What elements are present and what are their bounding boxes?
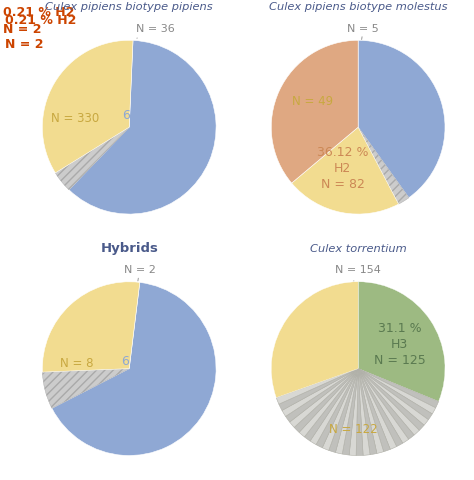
Wedge shape xyxy=(342,369,358,455)
Wedge shape xyxy=(358,369,397,449)
Wedge shape xyxy=(358,369,409,443)
Wedge shape xyxy=(358,369,383,454)
Wedge shape xyxy=(292,127,399,214)
Text: N = 2: N = 2 xyxy=(5,38,43,51)
Wedge shape xyxy=(285,369,358,422)
Text: N = 49: N = 49 xyxy=(292,95,334,108)
Wedge shape xyxy=(271,282,358,397)
Text: 31.1 %
H3
N = 125: 31.1 % H3 N = 125 xyxy=(374,322,426,367)
Text: 65.52 %
H1
N = 19: 65.52 % H1 N = 19 xyxy=(122,355,174,400)
Wedge shape xyxy=(299,369,358,437)
Wedge shape xyxy=(52,282,216,456)
Title: Culex pipiens biotype molestus: Culex pipiens biotype molestus xyxy=(269,2,447,12)
Wedge shape xyxy=(358,369,428,425)
Wedge shape xyxy=(42,369,129,408)
Title: Culex pipiens biotype pipiens: Culex pipiens biotype pipiens xyxy=(46,2,213,12)
Wedge shape xyxy=(358,369,390,452)
Wedge shape xyxy=(322,369,358,450)
Wedge shape xyxy=(358,369,438,408)
Wedge shape xyxy=(358,282,445,401)
Wedge shape xyxy=(294,369,358,432)
Wedge shape xyxy=(68,127,129,190)
Text: 61.51 %
H1
N = 588: 61.51 % H1 N = 588 xyxy=(122,109,174,154)
Wedge shape xyxy=(271,40,358,183)
Wedge shape xyxy=(290,369,358,427)
Text: N = 8: N = 8 xyxy=(60,357,94,370)
Wedge shape xyxy=(358,369,419,435)
Wedge shape xyxy=(42,282,140,372)
Wedge shape xyxy=(304,369,358,441)
Text: N = 5: N = 5 xyxy=(347,24,379,39)
Text: N = 154: N = 154 xyxy=(335,265,381,281)
Wedge shape xyxy=(329,369,358,453)
Title: Culex torrentium: Culex torrentium xyxy=(310,244,407,254)
Text: N = 122: N = 122 xyxy=(329,423,378,436)
Wedge shape xyxy=(55,127,129,189)
Wedge shape xyxy=(279,369,358,410)
Text: N = 330: N = 330 xyxy=(51,112,100,125)
Text: 36.12 %
H2
N = 82: 36.12 % H2 N = 82 xyxy=(317,146,368,192)
Wedge shape xyxy=(358,369,377,455)
Text: 40.09 %
H1
N = 91: 40.09 % H1 N = 91 xyxy=(360,89,412,134)
Wedge shape xyxy=(358,369,424,431)
Wedge shape xyxy=(356,369,363,456)
Wedge shape xyxy=(358,127,409,204)
Wedge shape xyxy=(316,369,358,448)
Wedge shape xyxy=(282,369,358,416)
Text: 0.21 % H2: 0.21 % H2 xyxy=(3,6,74,19)
Wedge shape xyxy=(42,40,133,173)
Wedge shape xyxy=(349,369,358,456)
Wedge shape xyxy=(69,40,216,214)
Text: N = 36: N = 36 xyxy=(136,24,174,38)
Text: 0.21 % H2: 0.21 % H2 xyxy=(5,14,76,27)
Text: N = 2: N = 2 xyxy=(124,265,155,281)
Wedge shape xyxy=(358,369,403,446)
Wedge shape xyxy=(358,369,370,456)
Wedge shape xyxy=(358,369,414,439)
Wedge shape xyxy=(276,369,358,404)
Wedge shape xyxy=(310,369,358,444)
Title: Hybrids: Hybrids xyxy=(100,242,158,255)
Wedge shape xyxy=(358,369,432,420)
Wedge shape xyxy=(358,369,436,414)
Text: N = 2: N = 2 xyxy=(3,24,42,36)
Wedge shape xyxy=(336,369,358,454)
Wedge shape xyxy=(358,40,445,198)
